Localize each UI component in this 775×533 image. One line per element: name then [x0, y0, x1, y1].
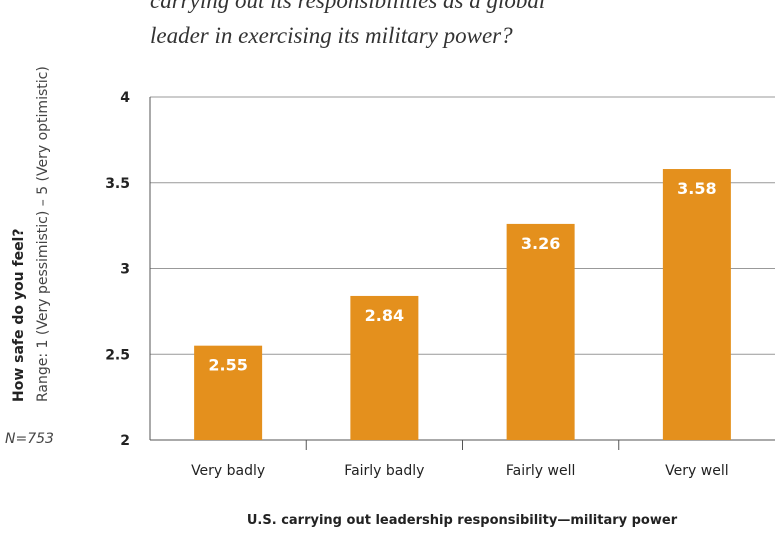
value-label: 3.58	[677, 179, 716, 198]
bar	[506, 223, 575, 440]
y-tick-label: 4	[120, 90, 130, 106]
y-tick-label: 2	[120, 433, 130, 449]
bar	[662, 169, 731, 440]
x-tick-label: Fairly badly	[344, 463, 424, 479]
x-tick-label: Fairly well	[506, 463, 575, 479]
x-axis-label: U.S. carrying out leadership responsibil…	[247, 513, 678, 528]
note: N=753	[5, 431, 54, 447]
bar	[194, 345, 263, 440]
y-axis-label: How safe do you feel?	[11, 229, 27, 402]
chart-title: leader in exercising its military power?	[150, 23, 513, 48]
value-label: 3.26	[521, 234, 560, 253]
x-tick-label: Very well	[665, 463, 728, 479]
y-axis-sublabel: Range: 1 (Very pessimistic) – 5 (Very op…	[35, 66, 51, 402]
value-label: 2.84	[365, 306, 404, 325]
value-label: 2.55	[208, 356, 247, 375]
x-tick-label: Very badly	[191, 463, 265, 479]
y-tick-label: 3	[120, 262, 130, 278]
y-tick-label: 3.5	[105, 176, 130, 192]
chart-title: carrying out its responsibilities as a g…	[150, 0, 545, 13]
bar	[350, 295, 419, 440]
y-tick-label: 2.5	[105, 347, 130, 363]
